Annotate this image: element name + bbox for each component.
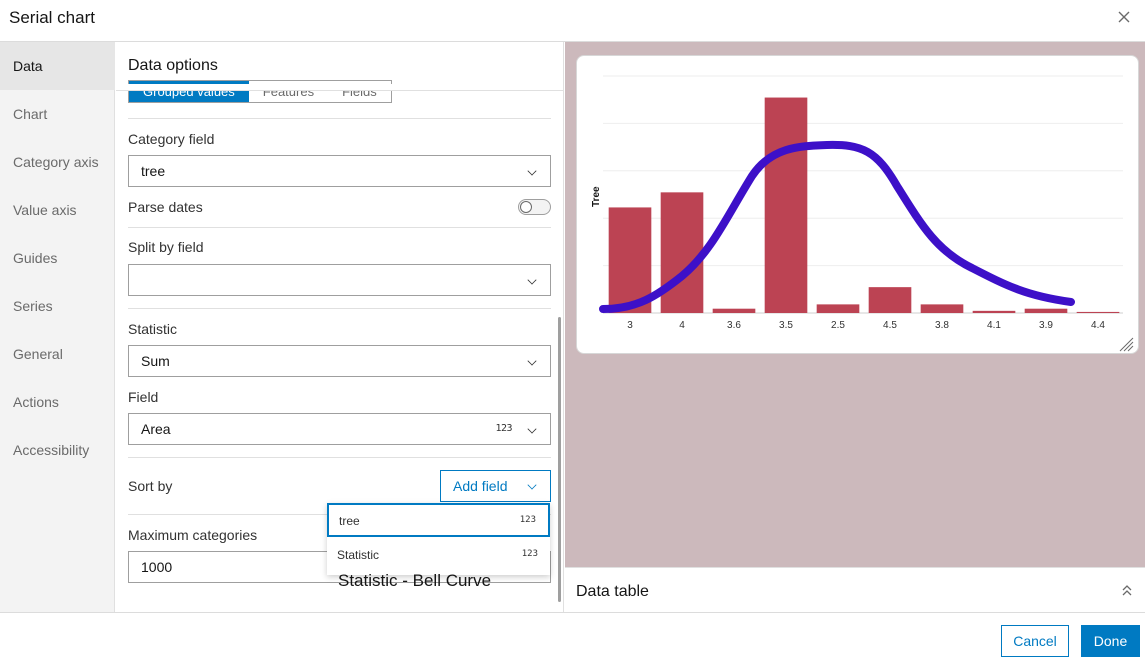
nav-item-category-axis[interactable]: Category axis: [13, 154, 99, 170]
divider: [128, 227, 551, 228]
nav-item-general[interactable]: General: [13, 346, 63, 362]
divider: [128, 457, 551, 458]
add-field-label: Add field: [453, 478, 508, 494]
chevron-down-icon: [527, 480, 537, 490]
number-type-icon: 123: [495, 423, 512, 434]
statistic-select[interactable]: Sum: [128, 345, 551, 377]
dialog-header: Serial chart: [0, 0, 1145, 42]
x-tick-label: 4.5: [883, 320, 897, 331]
chart-bar[interactable]: [712, 308, 756, 313]
x-tick-label: 2.5: [831, 320, 845, 331]
close-icon[interactable]: [1117, 10, 1133, 26]
nav-item-guides[interactable]: Guides: [13, 250, 58, 266]
data-table-bar[interactable]: Data table: [565, 567, 1145, 612]
chart-bar[interactable]: [608, 207, 652, 313]
dropdown-item-label: Statistic: [337, 548, 380, 562]
chevron-down-icon: [527, 424, 537, 434]
panel-title: Data options: [128, 57, 218, 74]
category-field-label: Category field: [128, 131, 215, 147]
add-field-button[interactable]: Add field: [440, 470, 551, 502]
nav-item-value-axis[interactable]: Value axis: [13, 202, 77, 218]
split-by-field-select[interactable]: [128, 264, 551, 296]
category-field-select[interactable]: tree: [128, 155, 551, 187]
statistic-value: Sum: [141, 353, 170, 369]
resize-handle-icon[interactable]: [1119, 337, 1134, 352]
nav-item-series[interactable]: Series: [13, 298, 53, 314]
max-categories-label: Maximum categories: [128, 527, 258, 543]
category-field-value: tree: [141, 163, 166, 179]
chevron-double-up-icon[interactable]: [1121, 583, 1133, 600]
sort-by-label: Sort by: [128, 478, 173, 494]
chart-bar[interactable]: [816, 304, 860, 313]
x-tick-label: 3.6: [727, 320, 741, 331]
add-field-dropdown: tree 123 Statistic 123: [327, 503, 550, 575]
max-categories-value: 1000: [141, 559, 173, 575]
nav-item-data[interactable]: Data: [0, 42, 115, 90]
nav-item-actions[interactable]: Actions: [13, 394, 59, 410]
number-type-icon: 123: [519, 515, 536, 525]
field-label: Field: [128, 389, 159, 405]
chart-bar[interactable]: [1076, 311, 1120, 313]
nav-item-accessibility[interactable]: Accessibility: [13, 442, 90, 458]
chevron-down-icon: [527, 166, 537, 176]
dropdown-item-statistic[interactable]: Statistic 123: [327, 539, 550, 573]
x-tick-label: 3.5: [779, 320, 793, 331]
bell-curve-annotation: [599, 140, 1075, 313]
chart-bar[interactable]: [764, 97, 808, 313]
chart-bar[interactable]: [1024, 308, 1068, 313]
chart-bar[interactable]: [920, 304, 964, 313]
bar-chart: 3 4 3.6 3.5 2.5 4.5 3.8 4.1 3.9 4.4 Tree: [591, 75, 1134, 352]
divider: [116, 90, 563, 91]
field-value: Area: [141, 421, 171, 437]
statistic-label: Statistic: [128, 321, 178, 337]
divider: [128, 118, 551, 119]
x-tick-label: 3.9: [1039, 320, 1053, 331]
dropdown-item-tree[interactable]: tree 123: [327, 503, 550, 537]
toggle-knob: [520, 201, 532, 213]
handwritten-annotation: Statistic - Bell Curve: [338, 571, 492, 590]
dropdown-item-label: tree: [339, 514, 360, 528]
parse-dates-toggle[interactable]: [518, 199, 551, 215]
panel-scrollbar[interactable]: [558, 317, 561, 602]
nav-item-chart[interactable]: Chart: [13, 106, 48, 122]
dialog-footer: Cancel Done: [0, 612, 1145, 660]
split-by-field-label: Split by field: [128, 239, 204, 255]
done-button[interactable]: Done: [1081, 625, 1140, 657]
chevron-down-icon: [527, 275, 537, 285]
x-tick-label: 4.1: [987, 320, 1001, 331]
number-type-icon: 123: [521, 549, 538, 559]
parse-dates-label: Parse dates: [128, 199, 203, 215]
x-tick-label: 3.8: [935, 320, 949, 331]
chevron-down-icon: [527, 356, 537, 366]
dialog-title: Serial chart: [9, 8, 95, 27]
field-select[interactable]: Area 123: [128, 413, 551, 445]
chart-card: 3 4 3.6 3.5 2.5 4.5 3.8 4.1 3.9 4.4 Tree: [576, 55, 1139, 354]
x-tick-label: 4.4: [1091, 320, 1105, 331]
divider: [128, 308, 551, 309]
data-table-title: Data table: [576, 583, 649, 600]
chart-preview-area: 3 4 3.6 3.5 2.5 4.5 3.8 4.1 3.9 4.4 Tree: [565, 42, 1145, 567]
panel-header-bg: [116, 84, 563, 91]
settings-nav: Data Chart Category axis Value axis Guid…: [0, 42, 115, 612]
x-tick-label: 4: [679, 320, 685, 331]
chart-bar[interactable]: [972, 310, 1016, 313]
x-tick-label: 3: [627, 320, 633, 331]
cancel-button[interactable]: Cancel: [1001, 625, 1069, 657]
y-axis-label: Tree: [591, 186, 602, 207]
chart-bar[interactable]: [660, 192, 704, 313]
data-options-panel: Grouped values Features Fields Data opti…: [116, 42, 564, 612]
chart-bar[interactable]: [868, 287, 912, 313]
